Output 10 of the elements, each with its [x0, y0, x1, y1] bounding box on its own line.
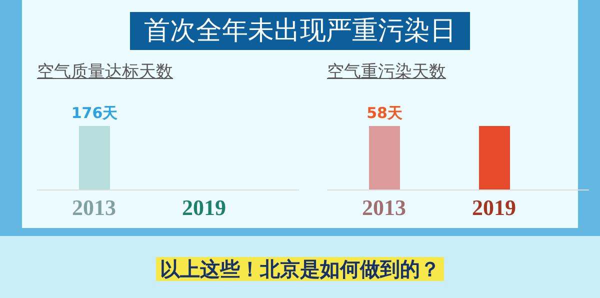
x-tick-label: 2019 — [472, 195, 516, 220]
chart-title: 空气质量达标天数 — [37, 61, 174, 84]
data-label: 58天 — [366, 104, 404, 122]
data-label: 176天 — [71, 104, 119, 122]
x-tick-label: 2013 — [362, 195, 406, 220]
text: 以上这些！北京是如何做到的？ — [156, 257, 444, 281]
x-tick-label: 2013 — [72, 195, 116, 220]
x-tick-label: 2019 — [182, 195, 226, 220]
text: 首次全年未出现严重污染日 — [130, 12, 470, 50]
chart-title: 空气重污染天数 — [327, 61, 447, 84]
